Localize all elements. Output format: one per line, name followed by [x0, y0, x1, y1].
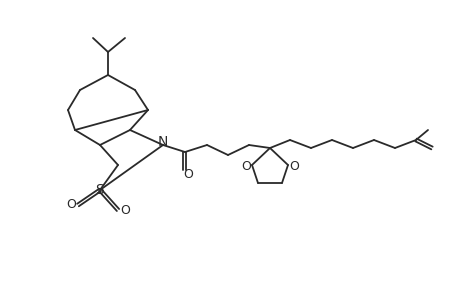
Text: O: O: [66, 199, 76, 212]
Text: O: O: [120, 203, 129, 217]
Text: O: O: [241, 160, 251, 173]
Text: N: N: [157, 135, 168, 149]
Text: O: O: [288, 160, 298, 173]
Text: S: S: [95, 183, 104, 197]
Text: O: O: [183, 169, 192, 182]
